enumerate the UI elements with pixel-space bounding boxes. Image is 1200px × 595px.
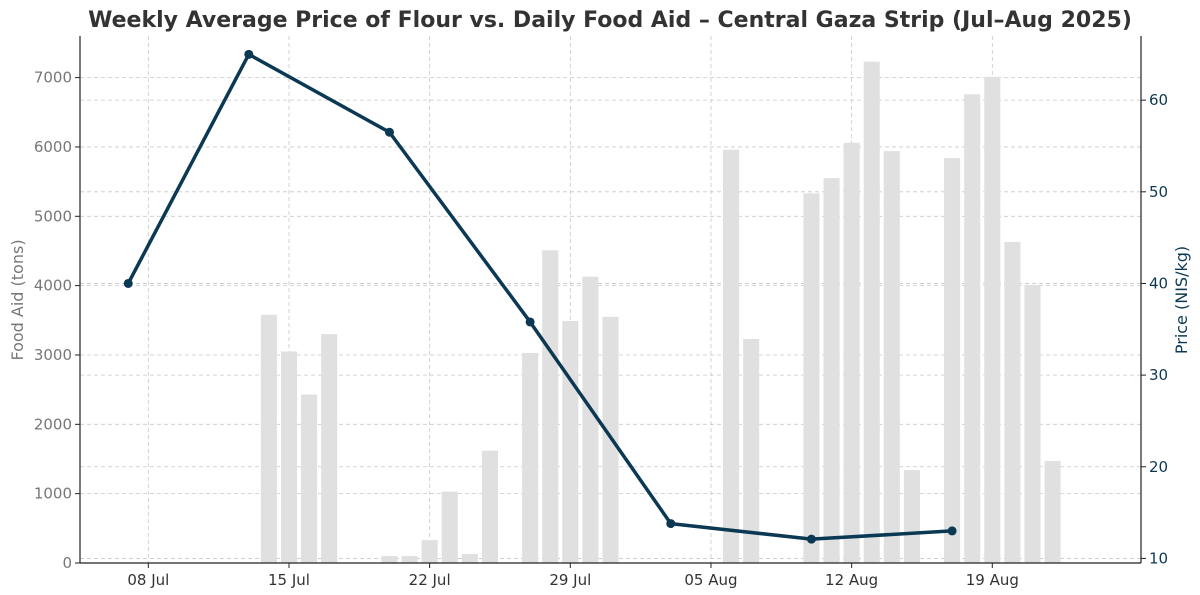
y-left-tick-label: 1000 xyxy=(34,485,72,503)
food-aid-bar xyxy=(481,450,498,563)
y-right-tick-label: 60 xyxy=(1149,91,1168,109)
food-aid-bar xyxy=(903,470,920,563)
price-point xyxy=(806,534,816,544)
x-tick-label: 05 Aug xyxy=(684,571,737,589)
food-aid-bar xyxy=(301,394,318,563)
food-aid-bar xyxy=(260,314,277,563)
y-left-tick-label: 2000 xyxy=(34,415,72,433)
price-point xyxy=(384,127,394,137)
food-aid-bar xyxy=(461,553,478,563)
food-aid-bar xyxy=(723,149,740,563)
food-aid-bar xyxy=(421,540,438,563)
x-tick-label: 29 Jul xyxy=(549,571,591,589)
y-right-tick-label: 50 xyxy=(1149,183,1168,201)
food-aid-bar xyxy=(582,276,599,563)
price-point xyxy=(525,317,535,327)
food-aid-bar xyxy=(964,94,981,563)
x-tick-label: 19 Aug xyxy=(966,571,1019,589)
food-aid-bar xyxy=(823,178,840,564)
y-left-tick-label: 3000 xyxy=(34,346,72,364)
x-tick-label: 22 Jul xyxy=(409,571,451,589)
x-tick-label: 12 Aug xyxy=(825,571,878,589)
food-aid-bar xyxy=(1044,461,1061,563)
food-aid-bar xyxy=(280,351,298,563)
axes xyxy=(79,36,1142,564)
y-left-tick-label: 5000 xyxy=(34,207,72,225)
food-aid-bar xyxy=(803,193,820,563)
y-right-tick-label: 20 xyxy=(1149,458,1168,476)
y-right-tick-label: 30 xyxy=(1149,366,1168,384)
food-aid-bars xyxy=(260,61,1061,564)
food-aid-bar xyxy=(441,491,458,563)
y-left-tick-label: 4000 xyxy=(34,277,72,295)
tick-labels: 08 Jul 15 Jul 22 Jul 29 Jul 05 Aug 12 Aug 19 A… xyxy=(34,69,1168,589)
food-aid-bar xyxy=(381,556,398,563)
food-aid-bar xyxy=(542,250,559,564)
food-aid-bar xyxy=(321,334,338,563)
x-tick-label: 08 Jul xyxy=(127,571,169,589)
y-right-tick-label: 40 xyxy=(1149,274,1168,292)
food-aid-bar xyxy=(1004,241,1021,564)
price-line xyxy=(123,49,957,544)
y-left-tick-label: 6000 xyxy=(34,138,72,156)
price-point xyxy=(244,49,254,59)
food-aid-bar xyxy=(743,339,760,563)
x-tick-label: 15 Jul xyxy=(268,571,310,589)
food-aid-bar xyxy=(984,76,1001,564)
food-aid-bar xyxy=(522,352,539,563)
food-aid-bar xyxy=(1024,284,1041,563)
price-point xyxy=(123,278,133,288)
food-aid-bar xyxy=(883,151,900,563)
y-axis-right-label: Price (NIS/kg) xyxy=(1172,246,1191,354)
food-aid-bar xyxy=(944,158,961,563)
price-point xyxy=(666,519,676,529)
price-point xyxy=(947,526,957,536)
y-left-tick-label: 0 xyxy=(62,554,72,572)
y-axis-left-label: Food Aid (tons) xyxy=(8,239,27,360)
chart-title: Weekly Average Price of Flour vs. Daily … xyxy=(88,8,1132,33)
food-aid-bar xyxy=(843,142,860,563)
food-aid-bar xyxy=(401,556,418,563)
food-aid-bar xyxy=(863,61,880,563)
y-left-tick-label: 7000 xyxy=(34,69,72,87)
y-right-tick-label: 10 xyxy=(1149,549,1168,567)
food-aid-bar xyxy=(562,320,579,563)
